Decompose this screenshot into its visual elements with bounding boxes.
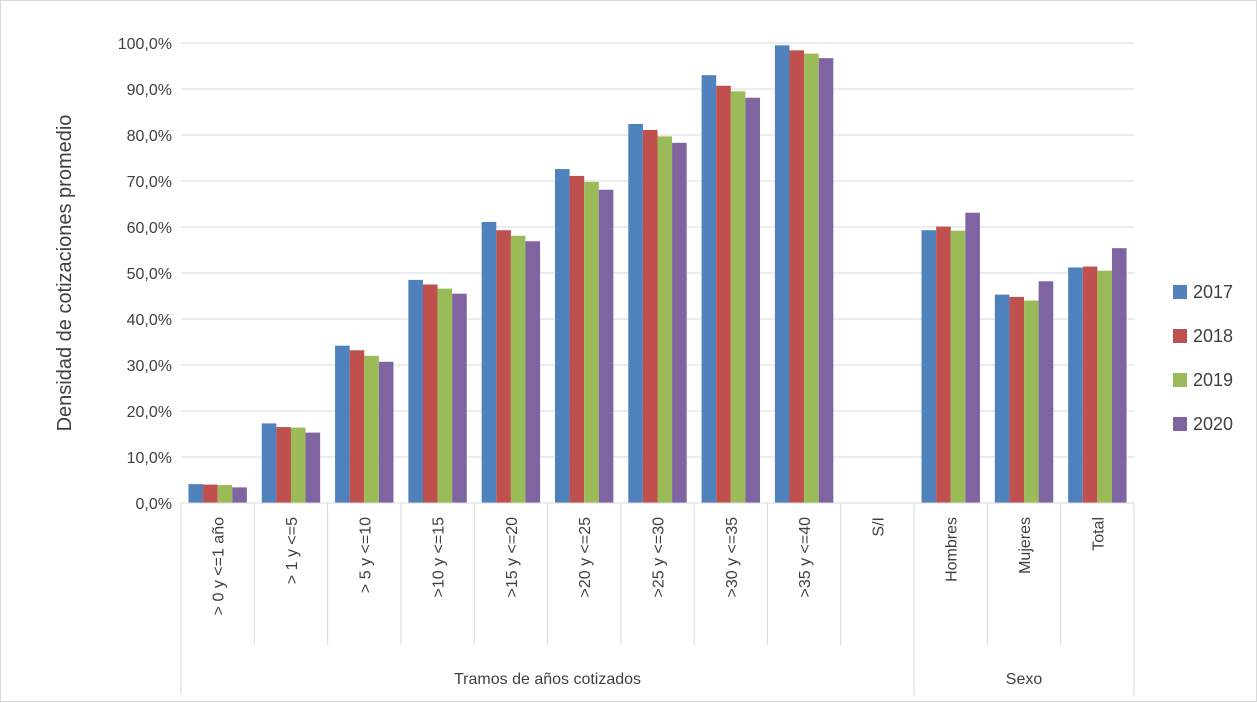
bar-2018 [496,230,511,503]
y-axis-title: Densidad de cotizaciones promedio [54,115,76,432]
bar-2020 [232,487,247,503]
legend-label: 2019 [1193,370,1233,390]
x-tick-label: Mujeres [1017,517,1034,574]
x-tick-label: Total [1090,517,1107,551]
bar-2019 [217,485,233,503]
bar-2019 [290,427,306,503]
y-tick-label: 90,0% [127,82,172,99]
bar-2020 [305,432,321,503]
x-tick-label: >25 y <=30 [651,517,668,598]
y-tick-label: 50,0% [127,266,172,283]
bar-2019 [950,230,966,503]
bar-2020 [378,361,394,503]
bar-2020 [745,97,761,504]
x-group-label: Tramos de años cotizados [454,671,641,688]
bar-2017 [994,294,1010,503]
bar-2018 [642,129,658,503]
x-tick-label: >35 y <=40 [797,517,814,598]
x-tick-label: > 0 y <=1 año [211,517,228,615]
legend-swatch-2020 [1173,417,1187,431]
y-tick-label: 0,0% [136,496,172,513]
x-tick-label: Hombres [944,517,961,582]
legend-label: 2018 [1193,326,1233,346]
y-tick-label: 40,0% [127,312,172,329]
x-tick-label: >10 y <=15 [431,517,448,598]
bar-2020 [1111,248,1127,503]
legend: 2017 2018 2019 2020 [1173,282,1233,434]
bar-2019 [730,91,746,504]
bar-2020 [1038,281,1054,503]
bar-2017 [335,345,350,503]
legend-swatch-2019 [1173,373,1187,387]
y-axis-ticks: 0,0% 10,0% 20,0% 30,0% 40,0% 50,0% 60,0% 70,0% 8… [118,36,172,513]
y-tick-label: 30,0% [127,358,172,375]
y-tick-label: 100,0% [118,36,172,53]
bar-2017 [261,423,277,503]
x-tick-label: >30 y <=35 [724,517,741,598]
bar-2017 [481,221,497,503]
y-tick-label: 80,0% [127,128,172,145]
bar-2018 [716,85,731,503]
bar-2019 [510,235,526,504]
bar-2019 [804,53,819,504]
y-tick-label: 10,0% [127,450,172,467]
bar-2019 [437,288,453,503]
bar-2020 [525,241,541,503]
x-tick-label: S/I [870,517,887,537]
bar-2020 [965,212,980,504]
bar-2018 [1009,296,1025,503]
bar-2019 [364,355,379,503]
legend-label: 2017 [1193,282,1233,302]
bar-2017 [628,123,643,504]
bar-2018 [203,484,218,503]
bar-2017 [1068,267,1083,503]
y-tick-label: 20,0% [127,404,172,421]
bar-2017 [554,169,570,504]
bar-2018 [789,50,805,504]
bar-2019 [584,181,599,504]
bar-2020 [818,58,834,504]
bar-2020 [672,142,687,503]
x-tick-label: > 5 y <=10 [357,517,374,593]
x-axis: > 0 y <=1 año > 1 y <=5 > 5 y <=10 >10 y <=… [180,502,1135,695]
bar-2017 [774,45,790,504]
bar-2018 [1082,266,1098,503]
bar-2018 [349,350,365,503]
bar-2017 [408,279,423,503]
x-tick-label: >20 y <=25 [577,517,594,598]
y-tick-label: 70,0% [127,174,172,191]
legend-swatch-2018 [1173,329,1187,343]
bar-2018 [422,284,438,503]
bar-2020 [452,293,467,503]
y-tick-label: 60,0% [127,220,172,237]
bar-series [188,45,1127,504]
bar-2017 [188,484,204,503]
legend-swatch-2017 [1173,285,1187,299]
legend-label: 2020 [1193,414,1233,434]
x-tick-label: > 1 y <=5 [284,517,301,584]
bar-2019 [657,136,673,503]
x-tick-label: >15 y <=20 [504,517,521,598]
bar-2019 [1097,270,1112,503]
bar-2017 [921,230,937,503]
bar-2018 [569,175,585,503]
bar-2018 [936,226,951,504]
bar-2019 [1024,300,1039,503]
bar-2017 [701,75,717,503]
bar-2018 [276,427,291,503]
bar-2020 [598,189,614,504]
x-group-label: Sexo [1006,671,1043,688]
